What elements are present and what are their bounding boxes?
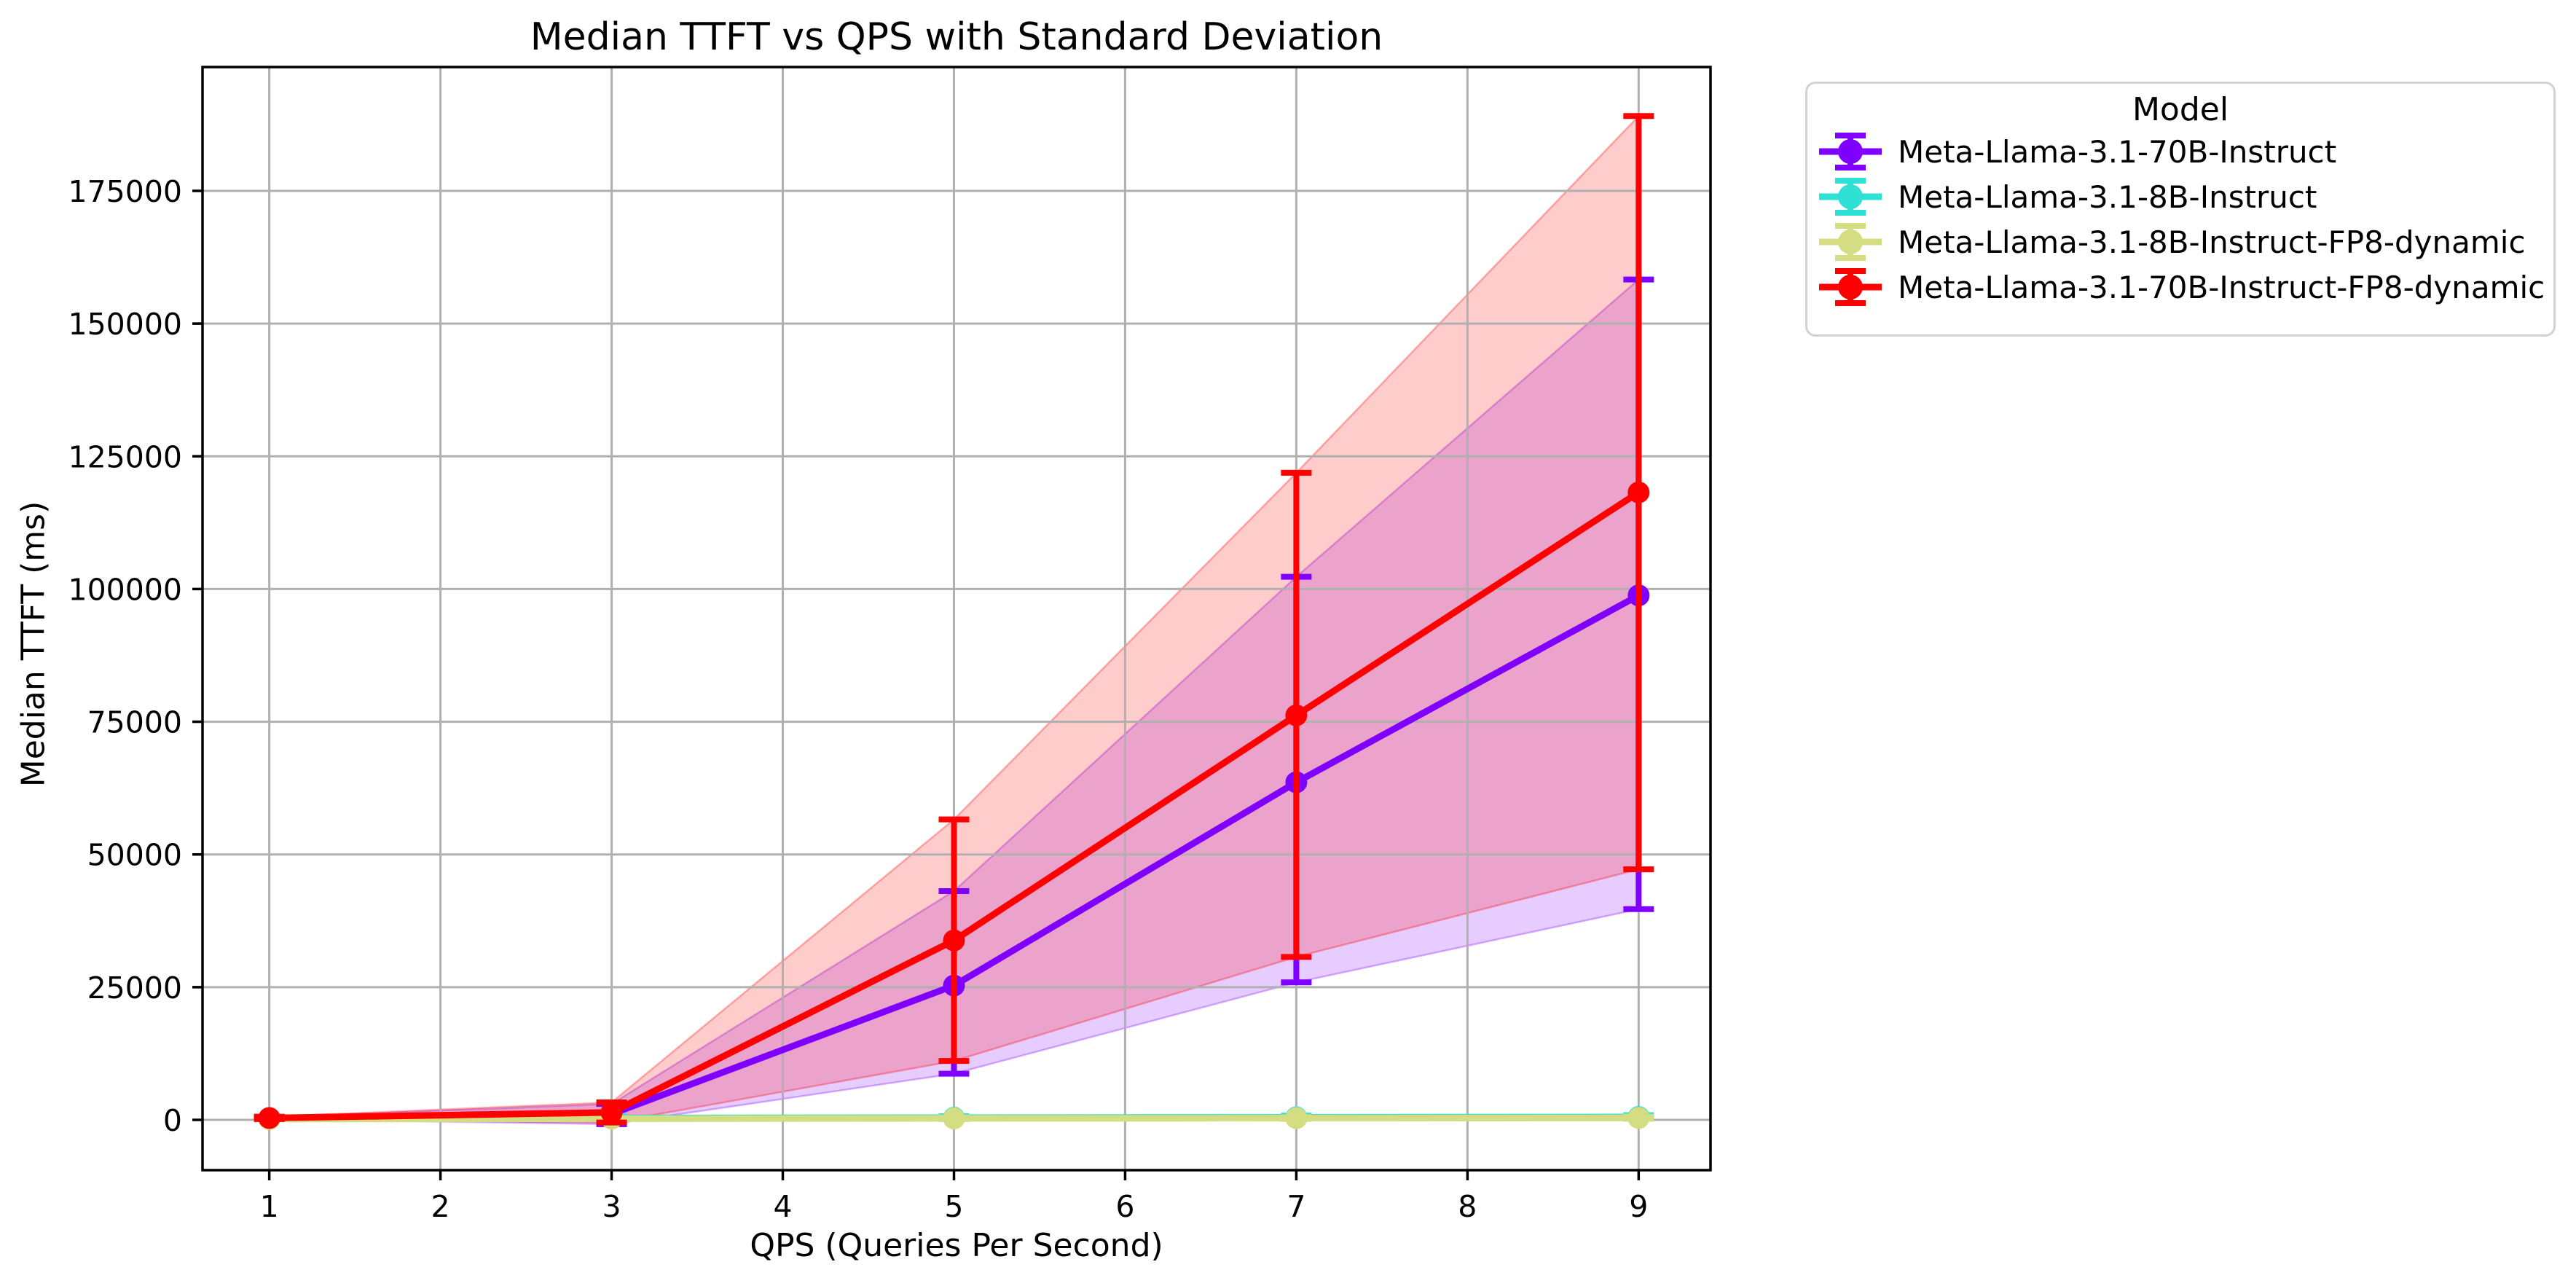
y-tick-label: 75000 xyxy=(87,705,182,740)
legend-item-label: Meta-Llama-3.1-70B-Instruct-FP8-dynamic xyxy=(1898,269,2545,305)
data-point-marker xyxy=(1627,1107,1650,1129)
data-point-marker xyxy=(1627,481,1650,503)
legend-title: Model xyxy=(2132,91,2229,128)
legend-item-1: Meta-Llama-3.1-8B-Instruct xyxy=(1807,174,2553,219)
legend-errorbar-marker-icon xyxy=(1819,178,1882,216)
data-point-marker xyxy=(1285,1107,1308,1129)
y-tick-label: 100000 xyxy=(68,572,182,607)
legend-item-2: Meta-Llama-3.1-8B-Instruct-FP8-dynamic xyxy=(1807,219,2553,264)
data-point-marker xyxy=(1285,704,1308,726)
y-tick-label: 175000 xyxy=(68,174,182,209)
series-3 xyxy=(254,113,1654,1129)
x-tick-label: 2 xyxy=(431,1189,450,1224)
legend-item-label: Meta-Llama-3.1-8B-Instruct-FP8-dynamic xyxy=(1898,224,2526,260)
legend-errorbar-marker-icon xyxy=(1819,133,1882,170)
legend-item-label: Meta-Llama-3.1-70B-Instruct xyxy=(1898,133,2337,170)
y-tick-label: 50000 xyxy=(87,838,182,873)
x-axis-label: QPS (Queries Per Second) xyxy=(750,1227,1163,1264)
legend-item-0: Meta-Llama-3.1-70B-Instruct xyxy=(1807,129,2553,174)
chart-title: Median TTFT vs QPS with Standard Deviati… xyxy=(530,15,1383,59)
data-point-marker xyxy=(600,1101,623,1124)
tick-labels: 1 2 3 4 5 6 7 8 9 0 25000 50000 75000 100000 125000 150… xyxy=(68,174,1648,1224)
legend-errorbar-marker-icon xyxy=(1819,268,1882,306)
tick-marks xyxy=(192,189,1641,1180)
legend-item-3: Meta-Llama-3.1-70B-Instruct-FP8-dynamic xyxy=(1807,264,2553,310)
x-tick-label: 4 xyxy=(773,1189,792,1224)
legend-errorbar-marker-icon xyxy=(1819,223,1882,261)
plot-border xyxy=(201,66,1712,1172)
legend-items: Meta-Llama-3.1-70B-Instruct Meta-Llama-3.… xyxy=(1807,129,2553,310)
legend-item-label: Meta-Llama-3.1-8B-Instruct xyxy=(1898,179,2317,215)
data-point-marker xyxy=(258,1107,280,1129)
x-tick-label: 8 xyxy=(1458,1189,1477,1224)
x-tick-label: 1 xyxy=(260,1189,279,1224)
x-tick-label: 9 xyxy=(1629,1189,1648,1224)
y-tick-label: 0 xyxy=(163,1103,182,1138)
legend: Model Meta-Llama-3.1-70B-Instruct Meta-Ll… xyxy=(1805,82,2556,337)
x-tick-label: 6 xyxy=(1115,1189,1134,1224)
y-tick-label: 150000 xyxy=(68,307,182,342)
x-tick-label: 5 xyxy=(944,1189,963,1224)
y-tick-label: 125000 xyxy=(68,439,182,474)
x-tick-label: 7 xyxy=(1287,1189,1305,1224)
y-tick-label: 25000 xyxy=(87,971,182,1005)
data-point-marker xyxy=(943,1107,965,1129)
x-tick-label: 3 xyxy=(602,1189,621,1224)
data-point-marker xyxy=(943,929,965,952)
